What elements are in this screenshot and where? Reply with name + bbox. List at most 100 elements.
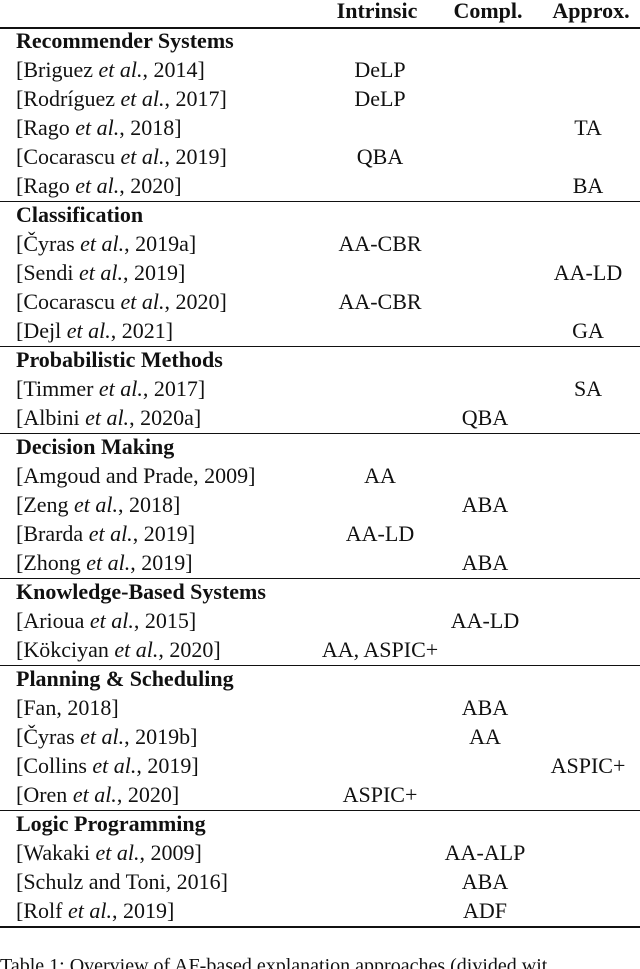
citation-etal: et al. — [67, 898, 112, 923]
citation-text: [Dejl — [16, 318, 67, 343]
citation-text: , 2017] — [142, 376, 206, 401]
citation-text: [Cocarascu — [16, 144, 121, 169]
citation-text: , 2020] — [119, 173, 182, 198]
citation-text: [Kökciyan — [16, 637, 115, 662]
citation-text: , 2019] — [164, 144, 227, 169]
rule — [0, 433, 640, 434]
citation-text: , 2009] — [139, 840, 202, 865]
group-heading: Logic Programming — [16, 811, 206, 836]
citation-etal: et al. — [98, 376, 143, 401]
citation: [Arioua et al., 2015] — [16, 610, 196, 632]
rule — [0, 27, 640, 29]
citation-etal: et al. — [95, 840, 140, 865]
citation: [Albini et al., 2020a] — [16, 407, 201, 429]
citation-etal: et al. — [86, 550, 131, 575]
citation-text: [Wakaki — [16, 840, 96, 865]
citation: [Zeng et al., 2018] — [16, 494, 180, 516]
citation-text: [Oren — [16, 782, 73, 807]
citation-text: [Zhong — [16, 550, 87, 575]
citation: [Rago et al., 2020] — [16, 175, 182, 197]
citation-text: [Rago — [16, 173, 76, 198]
citation-etal: et al. — [80, 724, 125, 749]
cell: SA — [573, 376, 603, 401]
citation: [Rolf et al., 2019] — [16, 900, 174, 922]
citation: [Sendi et al., 2019] — [16, 262, 185, 284]
citation-text: , 2015] — [133, 608, 197, 633]
cell: AA-LD — [450, 608, 520, 633]
group-heading: Knowledge-Based Systems — [16, 579, 266, 604]
cell: AA-LD — [345, 521, 415, 546]
cell: AA — [469, 724, 501, 749]
cell: ABA — [461, 492, 509, 517]
group-heading: Probabilistic Methods — [16, 347, 223, 372]
citation-text: , 2019b] — [124, 724, 198, 749]
citation-text: , 2019] — [130, 550, 193, 575]
citation-text: , 2017] — [164, 86, 227, 111]
citation-text: [Rago — [16, 115, 76, 140]
citation: [Cocarascu et al., 2020] — [16, 291, 227, 313]
citation-text: , 2019] — [132, 521, 196, 546]
citation-etal: et al. — [120, 289, 165, 314]
citation: [Schulz and Toni, 2016] — [16, 871, 228, 893]
citation: [Rago et al., 2018] — [16, 117, 182, 139]
citation: [Collins et al., 2019] — [16, 755, 199, 777]
citation-text: , 2020] — [164, 289, 227, 314]
cell: AA — [364, 463, 396, 488]
citation-text: [Čyras — [16, 231, 81, 256]
citation-etal: et al. — [98, 57, 143, 82]
citation-etal: et al. — [114, 637, 159, 662]
cell: AA-CBR — [338, 289, 422, 314]
citation-text: [Albini — [16, 405, 86, 430]
citation: [Cocarascu et al., 2019] — [16, 146, 227, 168]
citation-etal: et al. — [89, 608, 134, 633]
citation-etal: et al. — [120, 86, 165, 111]
citation-text: , 2020] — [116, 782, 180, 807]
caption: Table 1: Overview of AF-based explanatio… — [0, 955, 548, 969]
citation-text: [Čyras — [16, 724, 81, 749]
citation-etal: et al. — [66, 318, 111, 343]
cell: ABA — [461, 695, 509, 720]
rule — [0, 665, 640, 666]
group-heading: Recommender Systems — [16, 28, 234, 53]
citation-text: , 2021] — [110, 318, 174, 343]
citation: [Oren et al., 2020] — [16, 784, 179, 806]
citation: [Čyras et al., 2019a] — [16, 233, 196, 255]
group-heading: Planning & Scheduling — [16, 666, 234, 691]
cell: DeLP — [354, 86, 406, 111]
cell: AA-ALP — [444, 840, 526, 865]
group-heading: Classification — [16, 202, 144, 227]
rule — [0, 810, 640, 811]
rule — [0, 926, 640, 928]
rule — [0, 346, 640, 347]
cell: QBA — [461, 405, 509, 430]
citation: [Kökciyan et al., 2020] — [16, 639, 221, 661]
cell: AA, ASPIC+ — [321, 637, 439, 662]
citation: [Rodríguez et al., 2017] — [16, 88, 227, 110]
citation-etal: et al. — [85, 405, 130, 430]
citation: [Čyras et al., 2019b] — [16, 726, 197, 748]
citation-text: , 2019] — [111, 898, 175, 923]
cell: TA — [574, 115, 602, 140]
group-heading: Decision Making — [16, 434, 175, 459]
citation-text: [Arioua — [16, 608, 90, 633]
citation-etal: et al. — [75, 115, 120, 140]
citation-text: [Sendi — [16, 260, 79, 285]
cell: ABA — [461, 869, 509, 894]
citation-text: , 2019] — [122, 260, 186, 285]
citation-text: [Collins — [16, 753, 93, 778]
citation-etal: et al. — [92, 753, 137, 778]
cell: ABA — [461, 550, 509, 575]
citation-text: , 2020a] — [129, 405, 202, 430]
rule — [0, 201, 640, 202]
citation-text: [Rolf — [16, 898, 68, 923]
cell: ADF — [462, 898, 508, 923]
citation-etal: et al. — [75, 173, 120, 198]
citation-text: , 2019] — [136, 753, 199, 778]
citation-text: , 2014] — [142, 57, 205, 82]
citation: [Briguez et al., 2014] — [16, 59, 205, 81]
cell: GA — [572, 318, 604, 343]
citation: [Timmer et al., 2017] — [16, 378, 205, 400]
citation-etal: et al. — [74, 492, 119, 517]
citation: [Dejl et al., 2021] — [16, 320, 173, 342]
